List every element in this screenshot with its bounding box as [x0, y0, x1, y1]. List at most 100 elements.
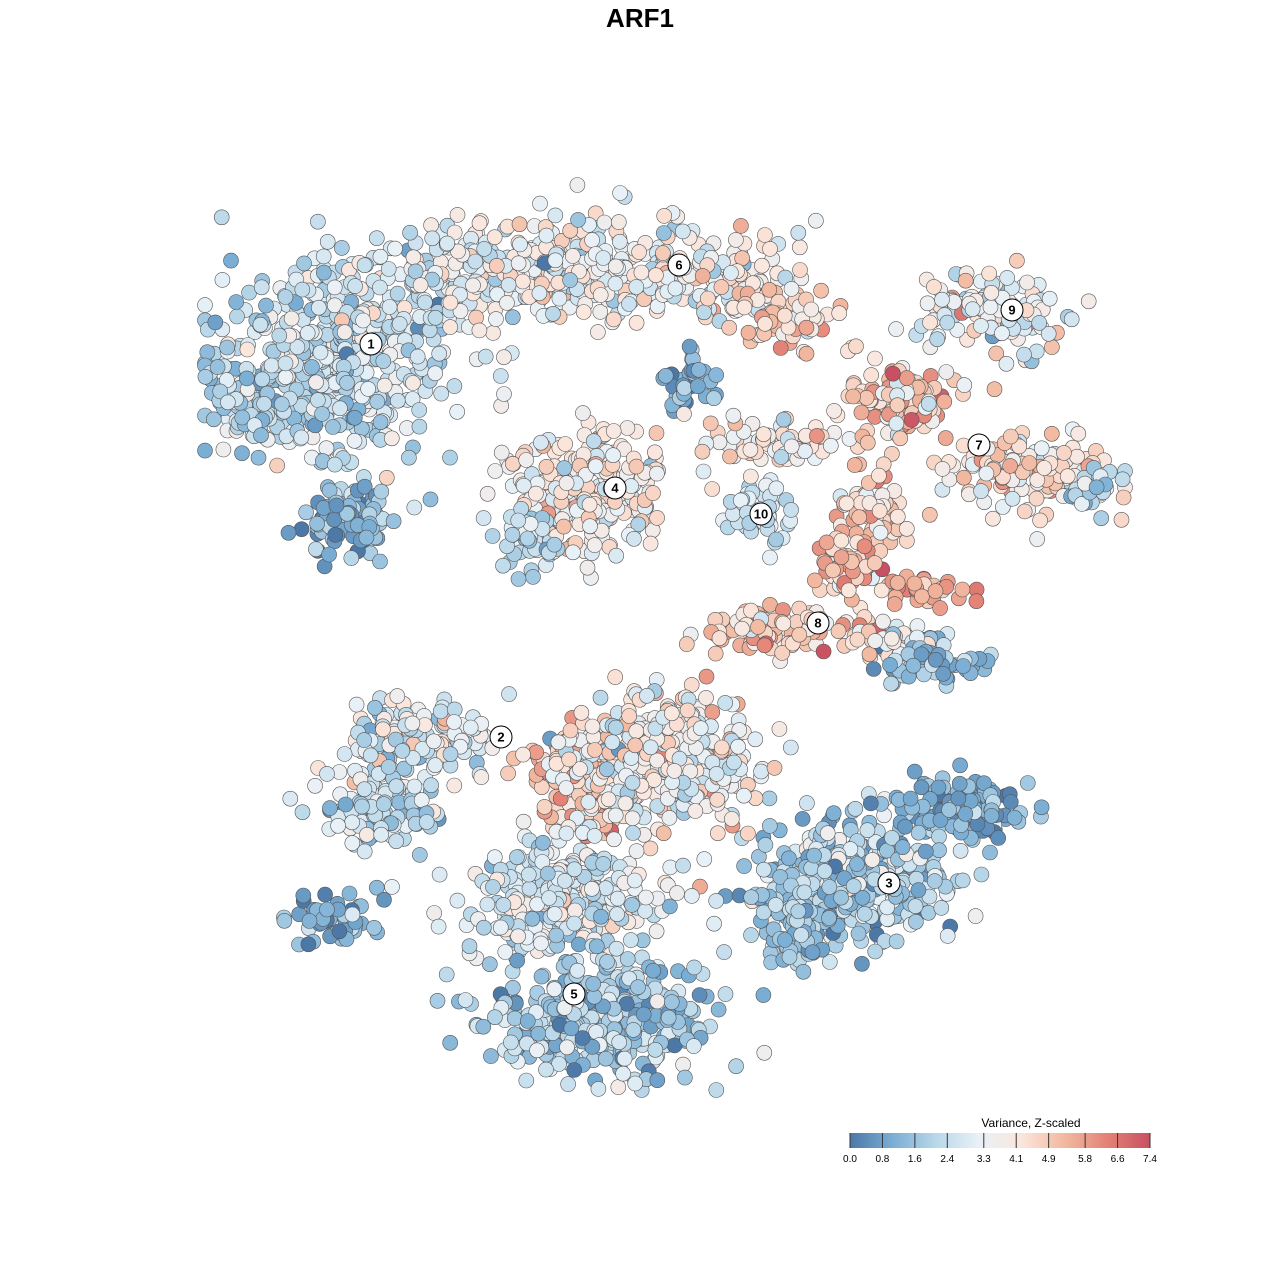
cell-point — [492, 919, 509, 936]
cell-point — [423, 217, 439, 233]
cell-point — [317, 886, 333, 903]
cell-point — [369, 393, 386, 410]
cell-point — [708, 893, 725, 909]
cell-point — [709, 791, 726, 808]
cell-point — [685, 1038, 702, 1054]
cell-point — [277, 369, 294, 386]
cell-point — [405, 249, 422, 266]
cell-point — [740, 324, 757, 341]
cell-point — [825, 805, 842, 822]
cell-point — [935, 665, 952, 682]
cell-point — [277, 289, 294, 305]
cell-point — [648, 267, 664, 284]
cell-point — [461, 938, 478, 955]
cell-point — [772, 340, 789, 356]
cell-point — [854, 955, 870, 972]
cell-point — [656, 208, 673, 224]
cell-point — [283, 310, 300, 327]
cell-point — [807, 572, 823, 589]
cell-point — [798, 345, 815, 362]
cell-point — [604, 734, 621, 751]
cell-point — [432, 703, 449, 720]
cell-point — [533, 434, 549, 451]
cell-point — [595, 250, 612, 266]
cell-point — [626, 872, 643, 889]
colorbar-tick-label: 7.4 — [1143, 1154, 1157, 1165]
cell-point — [486, 229, 503, 245]
cluster-label-text: 2 — [497, 730, 504, 745]
cell-point — [713, 739, 730, 756]
cell-point — [315, 248, 332, 265]
cell-point — [624, 810, 641, 827]
cell-point — [252, 316, 269, 333]
cell-point — [564, 248, 581, 264]
cell-point — [619, 951, 636, 967]
cell-point — [757, 315, 773, 332]
cell-point — [755, 861, 772, 878]
cell-point — [409, 348, 426, 365]
cell-point — [933, 900, 950, 916]
cell-point — [699, 290, 716, 307]
cell-point — [197, 368, 214, 385]
chart-title: ARF1 — [606, 3, 674, 33]
cell-point — [562, 272, 578, 288]
colorbar-legend: Variance, Z-scaled 0.0 0.8 1.6 2.4 3.3 4.1 4.9… — [843, 1116, 1157, 1165]
cell-point — [1002, 458, 1018, 474]
cell-point — [551, 290, 568, 307]
cell-point — [368, 230, 385, 246]
cell-point — [493, 444, 510, 461]
cell-point — [372, 414, 389, 431]
cell-point — [791, 239, 808, 256]
cell-point — [556, 460, 573, 476]
cell-point — [510, 255, 527, 272]
cell-point — [429, 992, 446, 1009]
cell-point — [982, 844, 998, 861]
cell-point — [804, 944, 821, 961]
cell-point — [555, 518, 572, 535]
cell-point — [630, 979, 646, 996]
cell-point — [660, 1009, 677, 1026]
cell-point — [1036, 460, 1052, 476]
cell-point — [973, 318, 989, 334]
cell-point — [957, 272, 974, 289]
cell-point — [931, 828, 947, 845]
cell-point — [1056, 445, 1072, 461]
cell-point — [740, 825, 756, 842]
cell-point — [1033, 440, 1050, 457]
cell-point — [648, 923, 665, 940]
cell-point — [849, 631, 866, 648]
cell-point — [606, 831, 622, 848]
cell-point — [696, 304, 712, 321]
cluster-label-text: 9 — [1008, 303, 1015, 318]
cell-point — [628, 279, 645, 295]
cell-point — [615, 1065, 631, 1082]
cell-point — [579, 559, 596, 576]
cell-point — [819, 825, 836, 842]
cell-point — [899, 370, 915, 386]
cell-point — [307, 417, 324, 434]
cell-point — [333, 240, 350, 256]
cell-point — [571, 936, 587, 953]
cell-point — [862, 795, 879, 812]
cell-point — [495, 557, 511, 574]
cell-point — [475, 510, 492, 526]
cell-point — [706, 915, 722, 932]
cell-point — [768, 480, 785, 497]
cell-point — [956, 377, 973, 393]
cell-point — [295, 887, 312, 904]
cell-point — [813, 282, 829, 299]
cell-point — [277, 355, 294, 372]
cell-point — [663, 705, 680, 722]
cell-point — [755, 987, 772, 1003]
cell-point — [1044, 339, 1060, 355]
cell-point — [376, 891, 392, 908]
cell-point — [406, 778, 423, 795]
cell-point — [856, 538, 873, 555]
cell-point — [473, 769, 490, 785]
cell-point — [694, 268, 711, 284]
cell-point — [821, 879, 838, 895]
cell-point — [910, 824, 927, 841]
colorbar-tick-label: 4.9 — [1042, 1154, 1056, 1165]
cell-point — [1004, 490, 1021, 507]
cell-point — [569, 177, 586, 193]
